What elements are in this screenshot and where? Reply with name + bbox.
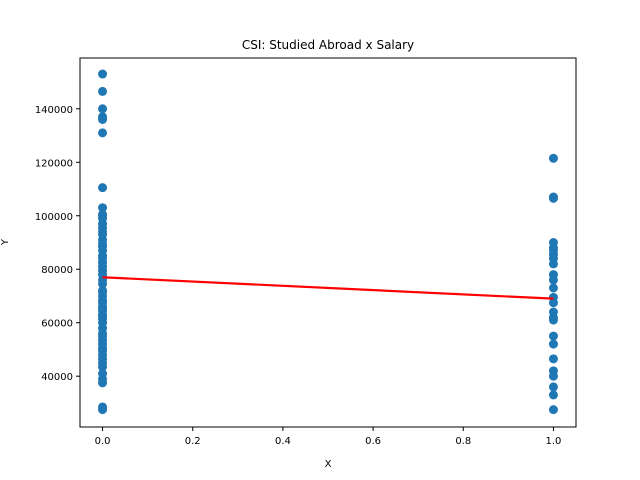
data-point <box>548 390 558 400</box>
plot-area: 0.0 0.2 0.4 0.6 0.8 1.0 40000 60000 80000 100000 1… <box>35 57 577 447</box>
data-point <box>98 229 108 239</box>
data-point <box>98 405 108 415</box>
data-point <box>548 283 558 293</box>
y-tick-label: 80000 <box>41 265 73 276</box>
data-point <box>548 382 558 392</box>
x-tick-label: 1.0 <box>546 436 562 447</box>
data-point <box>98 183 108 193</box>
y-axis-label: Y <box>0 238 11 246</box>
data-point <box>98 303 108 313</box>
x-tick-label: 0.0 <box>95 436 111 447</box>
x-tick-label: 0.4 <box>275 436 291 447</box>
y-tick-label: 60000 <box>41 319 73 330</box>
data-point <box>548 371 558 381</box>
regression-line <box>102 276 554 300</box>
data-point <box>548 193 558 203</box>
data-point <box>98 128 108 138</box>
data-point <box>98 378 108 388</box>
data-point <box>98 115 108 124</box>
data-point <box>98 311 108 321</box>
x-tick-label: 0.2 <box>185 436 201 447</box>
y-tick-label: 140000 <box>35 105 73 116</box>
y-tick-label: 40000 <box>41 372 73 383</box>
x-tick-label: 0.6 <box>365 436 381 447</box>
data-point <box>548 315 558 325</box>
data-point <box>98 362 108 372</box>
axes-frame <box>79 57 577 428</box>
data-point <box>548 354 558 364</box>
data-point <box>98 279 108 289</box>
data-point <box>548 339 558 349</box>
y-tick-label: 120000 <box>35 158 73 169</box>
data-point <box>548 298 558 308</box>
x-axis-label: X <box>325 459 332 470</box>
data-point <box>98 331 108 341</box>
data-point <box>548 331 558 341</box>
data-point <box>98 86 108 96</box>
data-point <box>98 203 108 213</box>
data-point <box>98 286 108 296</box>
data-point <box>98 211 108 221</box>
y-tick-label: 100000 <box>35 212 73 223</box>
data-point <box>548 250 558 260</box>
data-point <box>98 104 108 114</box>
data-point <box>98 251 108 261</box>
data-point <box>548 153 558 163</box>
data-point <box>548 275 558 285</box>
data-point <box>548 405 558 415</box>
chart-title: CSI: Studied Abroad x Salary <box>242 38 414 52</box>
data-point <box>548 259 558 269</box>
data-point <box>98 69 108 79</box>
data-point <box>98 369 108 379</box>
x-tick-label: 0.8 <box>455 436 471 447</box>
